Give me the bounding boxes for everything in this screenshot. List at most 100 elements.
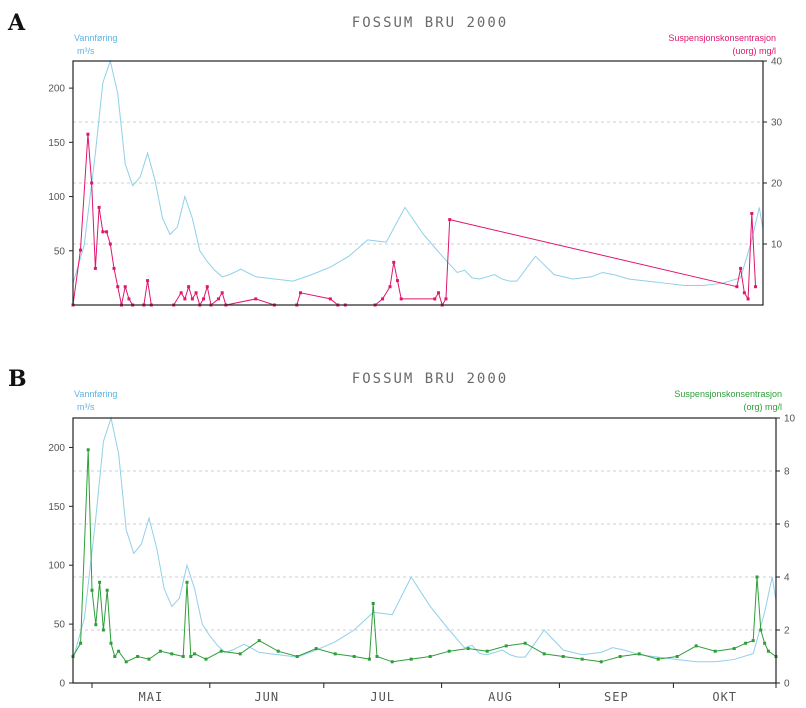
panel-b-suspension-point xyxy=(181,655,185,658)
panel-b-suspension-point xyxy=(185,580,189,584)
panel-a-right-tick-label: 20 xyxy=(771,179,783,190)
panel-b-right-tick-label: 6 xyxy=(784,520,790,531)
panel-b-suspension-point xyxy=(101,628,105,632)
panel-b-suspension-point xyxy=(675,655,679,658)
panel-a-suspension-point xyxy=(86,132,90,136)
panel-b-suspension-point xyxy=(333,652,337,656)
panel-b-suspension-point xyxy=(618,655,622,658)
panel-a-letter: A xyxy=(7,10,26,36)
panel-a-suspension-point xyxy=(112,266,116,270)
panel-b-suspension-point xyxy=(447,649,451,653)
panel-b-right-axis-label: Suspensjonskonsentrasjon xyxy=(674,389,782,399)
panel-b-suspension-point xyxy=(428,655,432,658)
panel-a-suspension-point xyxy=(90,181,94,185)
panel-b-suspension-point xyxy=(109,641,113,645)
panel-b-suspension-point xyxy=(295,655,299,658)
panel-b-suspension-point xyxy=(656,657,660,661)
panel-b-left-tick-label: 200 xyxy=(48,443,65,454)
panel-a-suspension-point xyxy=(146,279,150,283)
panel-a-suspension-point xyxy=(78,248,82,252)
panel-b-right-tick-label: 8 xyxy=(784,467,790,478)
panel-b-suspension-point xyxy=(94,623,98,627)
panel-b-suspension-point xyxy=(485,649,489,653)
panel-a-suspension-point xyxy=(395,279,399,283)
panel-a-suspension-markers xyxy=(71,132,758,307)
panel-a-suspension-point xyxy=(220,291,224,295)
panel-a-right-tick-label: 10 xyxy=(771,240,783,251)
panel-a-left-tick-label: 100 xyxy=(48,192,65,203)
panel-b-suspension-point xyxy=(158,649,162,653)
panel-b-left-axis-unit: m³/s xyxy=(77,402,95,412)
panel-b-letter: B xyxy=(8,366,27,392)
panel-a-suspension-point xyxy=(105,230,109,234)
panel-a-left-tick-label: 50 xyxy=(54,246,66,257)
panel-b-suspension-point xyxy=(238,652,242,656)
panel-a-suspension-point xyxy=(183,297,187,301)
panel-b-suspension-point xyxy=(763,641,767,645)
panel-a-suspension-point xyxy=(93,266,97,270)
panel-b-suspension-point xyxy=(314,647,318,651)
panel-b-suspension-line xyxy=(72,449,777,663)
panel-a-suspension-point xyxy=(187,285,191,289)
panel-a-right-tick-label: 40 xyxy=(771,57,783,68)
panel-b-suspension-point xyxy=(204,657,208,661)
panel-b-suspension-point xyxy=(147,657,151,661)
panel-b-suspension-point xyxy=(751,639,755,643)
panel-b-suspension-point xyxy=(504,644,508,648)
panel-a-suspension-point xyxy=(328,297,332,301)
panel-a-suspension-point xyxy=(746,297,750,301)
panel-b-suspension-point xyxy=(193,652,197,656)
panel-a-suspension-point xyxy=(399,297,403,301)
panel-a-suspension-point xyxy=(433,297,437,301)
panel-a-suspension-point xyxy=(205,285,209,289)
panel-b-suspension-point xyxy=(367,657,371,661)
panel-a-suspension-point xyxy=(179,291,183,295)
panel-a-suspension-point xyxy=(254,297,258,301)
panel-a-title: FOSSUM BRU 2000 xyxy=(352,15,508,31)
panel-b-gridlines xyxy=(73,470,776,631)
panel-b-suspension-point xyxy=(409,657,413,661)
panel-b-suspension-point xyxy=(86,448,90,452)
panel-b-suspension-point xyxy=(352,655,356,658)
panel-b-plot-frame xyxy=(72,417,777,684)
panel-b-suspension-point xyxy=(170,652,174,656)
panel-a-right-axis-unit: (uorg) mg/l xyxy=(732,46,776,56)
panel-b-suspension-point xyxy=(523,641,527,645)
panel-a-suspension-point xyxy=(190,297,194,301)
panel-a-suspension-point xyxy=(742,291,746,295)
panel-b-right-tick-label: 0 xyxy=(784,679,790,690)
panel-b-right-ticks: 0 2 4 6 8 10 xyxy=(776,414,796,690)
panel-b-left-tick-label: 50 xyxy=(54,620,66,631)
panel-b-suspension-point xyxy=(755,575,759,579)
panel-a-suspension-point xyxy=(381,297,385,301)
panel-b-month-label: OKT xyxy=(712,690,737,704)
panel-a-suspension-point xyxy=(123,285,127,289)
panel-a-left-axis-unit: m³/s xyxy=(77,46,95,56)
panel-b-suspension-point xyxy=(117,649,121,653)
panel-b-suspension-point xyxy=(257,639,261,643)
panel-a-suspension-point xyxy=(216,297,220,301)
panel-b-right-tick-label: 10 xyxy=(784,414,796,425)
panel-b-suspension-point xyxy=(466,647,470,651)
panel-a-suspension-point xyxy=(437,291,441,295)
panel-a-suspension-point xyxy=(444,297,448,301)
panel-b-suspension-markers xyxy=(71,448,778,664)
panel-b-month-label: MAI xyxy=(139,690,164,704)
panel-b-left-tick-label: 0 xyxy=(59,679,65,690)
panel-b-suspension-point xyxy=(744,641,748,645)
panel-b-suspension-point xyxy=(599,660,603,664)
panel-b-discharge-line xyxy=(72,416,777,663)
panel-b-suspension-point xyxy=(98,580,102,584)
panel-b-suspension-point xyxy=(189,655,193,658)
panel-a-suspension-point xyxy=(202,297,206,301)
panel-b-left-axis-label: Vannføring xyxy=(74,389,117,399)
panel-a-suspension-point xyxy=(97,205,101,209)
panel-a-left-ticks: 50 100 150 200 xyxy=(48,84,73,257)
panel-a-discharge-line xyxy=(72,59,764,286)
panel-a-suspension-point xyxy=(127,297,131,301)
panel-b-left-ticks: 0 50 100 150 200 xyxy=(48,443,73,690)
panel-a-suspension-point xyxy=(448,218,452,222)
panel-b-month-label: SEP xyxy=(604,690,629,704)
panel-b-suspension-point xyxy=(371,602,375,605)
